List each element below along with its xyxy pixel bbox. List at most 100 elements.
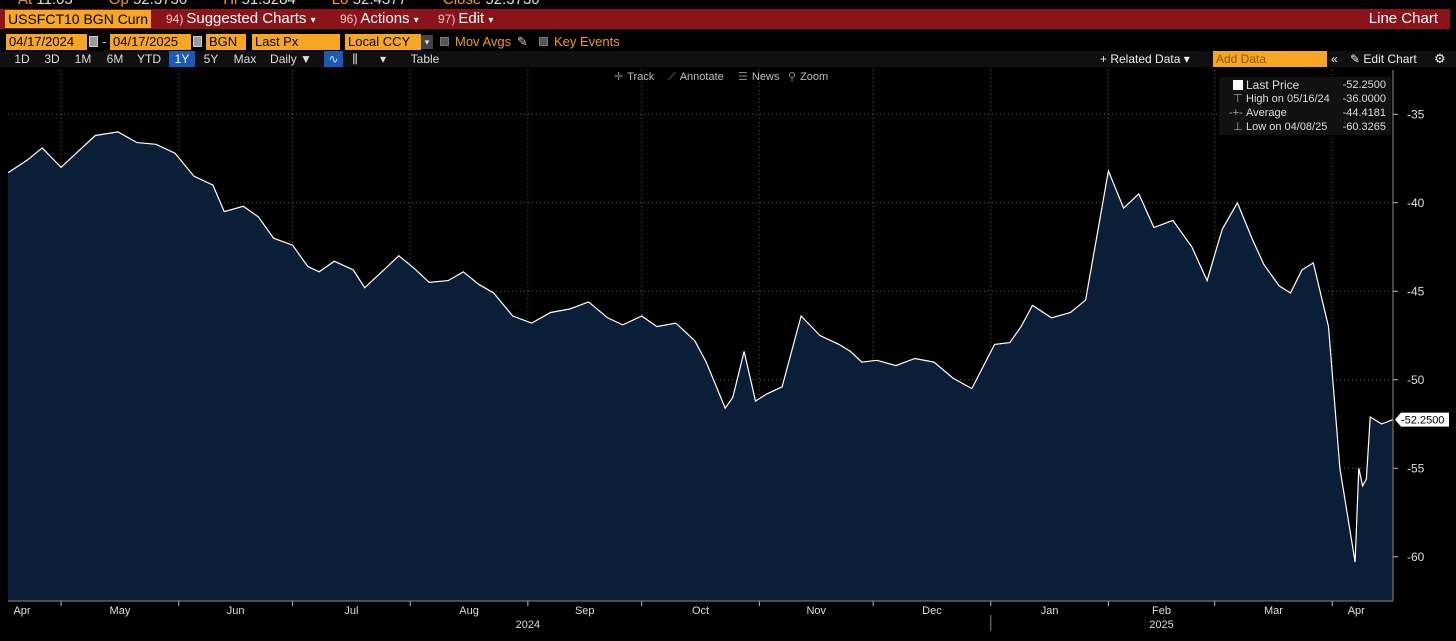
- range-button-1m[interactable]: 1M: [74, 52, 92, 66]
- x-tick-label: Feb: [1152, 605, 1171, 617]
- ticker-key: Close: [443, 0, 486, 8]
- gear-icon[interactable]: ⚙: [1434, 51, 1446, 66]
- x-tick-label: Apr: [1348, 605, 1365, 617]
- legend-value: -36.0000: [1342, 93, 1386, 105]
- calendar-icon[interactable]: [193, 36, 202, 47]
- x-tick-label: Oct: [692, 605, 709, 617]
- pencil-icon[interactable]: ✎: [517, 34, 528, 49]
- field-selector[interactable]: Last Px: [252, 34, 340, 50]
- news-icon: ☰: [738, 71, 748, 83]
- series-line-last-price: [7, 131, 1394, 563]
- annotate-tool[interactable]: ⟋ Annotate: [668, 69, 724, 85]
- line-chart-icon[interactable]: ∿: [324, 51, 343, 67]
- y-tick-label: -40: [1407, 196, 1425, 210]
- range-button-ytd[interactable]: YTD: [137, 52, 161, 66]
- y-axis: -35 -40 -45 -50 -55 -60: [1392, 70, 1425, 601]
- tool-label: Track: [627, 71, 655, 83]
- x-year-label: 2025: [1149, 619, 1173, 631]
- menu-edit[interactable]: 97) Edit ▾: [438, 9, 493, 29]
- average-marker-icon: -+-: [1229, 107, 1243, 119]
- legend-label: Low on 04/08/25: [1246, 121, 1328, 133]
- high-marker-icon: ⊤: [1233, 93, 1243, 105]
- track-tool[interactable]: ✛ Track: [614, 69, 654, 85]
- menu-number: 96): [340, 12, 358, 26]
- crosshair-icon: ✛: [614, 71, 624, 83]
- zoom-tool[interactable]: ⚲ Zoom: [788, 69, 828, 85]
- range-button-1y[interactable]: 1Y: [169, 51, 195, 67]
- ticker-key: Hi: [223, 0, 241, 8]
- menu-label: Edit: [458, 10, 485, 27]
- legend-last-price: Last Price -52.2500: [1219, 78, 1391, 92]
- y-tick-label: -45: [1407, 284, 1425, 298]
- menu-number: 94): [166, 12, 184, 26]
- ticker-value: 52.3730: [485, 0, 539, 8]
- x-year-label: 2024: [516, 619, 540, 631]
- chevron-down-icon[interactable]: ▾: [421, 35, 433, 49]
- menu-label: Suggested Charts: [186, 10, 307, 27]
- bar-chart-icon[interactable]: ⫼: [352, 52, 358, 66]
- x-tick-label: May: [110, 605, 131, 617]
- add-data-input[interactable]: Add Data: [1213, 51, 1327, 67]
- legend-label: Average: [1246, 107, 1287, 119]
- last-value-marker: -52.2500: [1395, 412, 1449, 427]
- key-events-label[interactable]: Key Events: [554, 34, 620, 49]
- x-tick-label: Aug: [459, 605, 479, 617]
- ticker-value: 51.3284: [242, 0, 296, 8]
- y-tick-label: -55: [1407, 461, 1425, 475]
- table-button[interactable]: Table: [410, 52, 440, 66]
- ticker-item: Hi 51.3284: [223, 0, 296, 7]
- range-button-1d[interactable]: 1D: [14, 52, 30, 66]
- chevron-down-icon: ▾: [310, 15, 316, 26]
- legend-value: -44.4181: [1342, 107, 1386, 119]
- chart-params-row: 04/17/2024 - 04/17/2025 BGN Last Px Loca…: [0, 34, 1456, 50]
- x-tick-label: Jul: [344, 605, 358, 617]
- legend-average: -+- Average -44.4181: [1219, 106, 1391, 120]
- security-field[interactable]: USSFCT10 BGN Curn: [5, 10, 152, 28]
- y-tick-label: -35: [1407, 107, 1425, 121]
- currency-selector[interactable]: Local CCY: [345, 34, 421, 50]
- last-value-tag: [1395, 412, 1449, 427]
- x-tick-label: Nov: [806, 605, 826, 617]
- tool-label: Zoom: [800, 71, 829, 83]
- frequency-dropdown[interactable]: Daily ▼: [270, 52, 312, 66]
- mov-avgs-label[interactable]: Mov Avgs: [455, 34, 512, 49]
- ticker-item: At 11:03: [18, 0, 73, 7]
- menu-suggested-charts[interactable]: 94) Suggested Charts ▾: [166, 9, 316, 29]
- ticker-key: Op: [109, 0, 133, 8]
- x-tick-label: Dec: [922, 605, 942, 617]
- menu-actions[interactable]: 96) Actions ▾: [340, 9, 419, 29]
- mov-avgs-checkbox[interactable]: [440, 37, 449, 46]
- menu-label: Actions: [360, 10, 410, 27]
- legend-low: ⊥ Low on 04/08/25 -60.3265: [1219, 120, 1391, 134]
- x-tick-label: Jun: [227, 605, 245, 617]
- ticker-item: Lo 52.4377: [332, 0, 407, 7]
- key-events-checkbox[interactable]: [539, 37, 548, 46]
- ticker-value: 11:03: [36, 0, 72, 8]
- range-button-5y[interactable]: 5Y: [203, 52, 219, 66]
- date-range-dash: -: [102, 34, 107, 49]
- news-tool[interactable]: ☰ News: [738, 69, 779, 85]
- edit-chart-button[interactable]: ✎ Edit Chart: [1350, 52, 1417, 66]
- legend-high: ⊤ High on 05/16/24 -36.0000: [1219, 92, 1391, 106]
- header-bar: 94) Suggested Charts ▾ 96) Actions ▾ 97) Ed…: [0, 9, 1450, 29]
- chevron-down-icon: ▾: [413, 15, 419, 26]
- ticker-item: Close 52.3730: [443, 0, 540, 7]
- range-button-max[interactable]: Max: [233, 52, 257, 66]
- ticker-item: Op 52.3730: [109, 0, 187, 7]
- source-field[interactable]: BGN: [206, 34, 246, 50]
- start-date-field[interactable]: 04/17/2024: [6, 34, 87, 50]
- related-data-button[interactable]: + Related Data ▾: [1100, 52, 1190, 66]
- calendar-icon[interactable]: [89, 36, 98, 47]
- chevron-down-icon[interactable]: ▾: [379, 52, 387, 66]
- last-value-label: -52.2500: [1401, 415, 1444, 427]
- legend-label: High on 05/16/24: [1246, 93, 1330, 105]
- end-date-field[interactable]: 04/17/2025: [110, 34, 191, 50]
- collapse-icon[interactable]: «: [1331, 52, 1338, 66]
- x-tick-label: Mar: [1264, 605, 1283, 617]
- chevron-down-icon: ▾: [488, 15, 494, 26]
- x-tick-label: Apr: [13, 605, 30, 617]
- range-button-6m[interactable]: 6M: [106, 52, 124, 66]
- tool-label: Annotate: [679, 71, 724, 83]
- range-button-3d[interactable]: 3D: [44, 52, 60, 66]
